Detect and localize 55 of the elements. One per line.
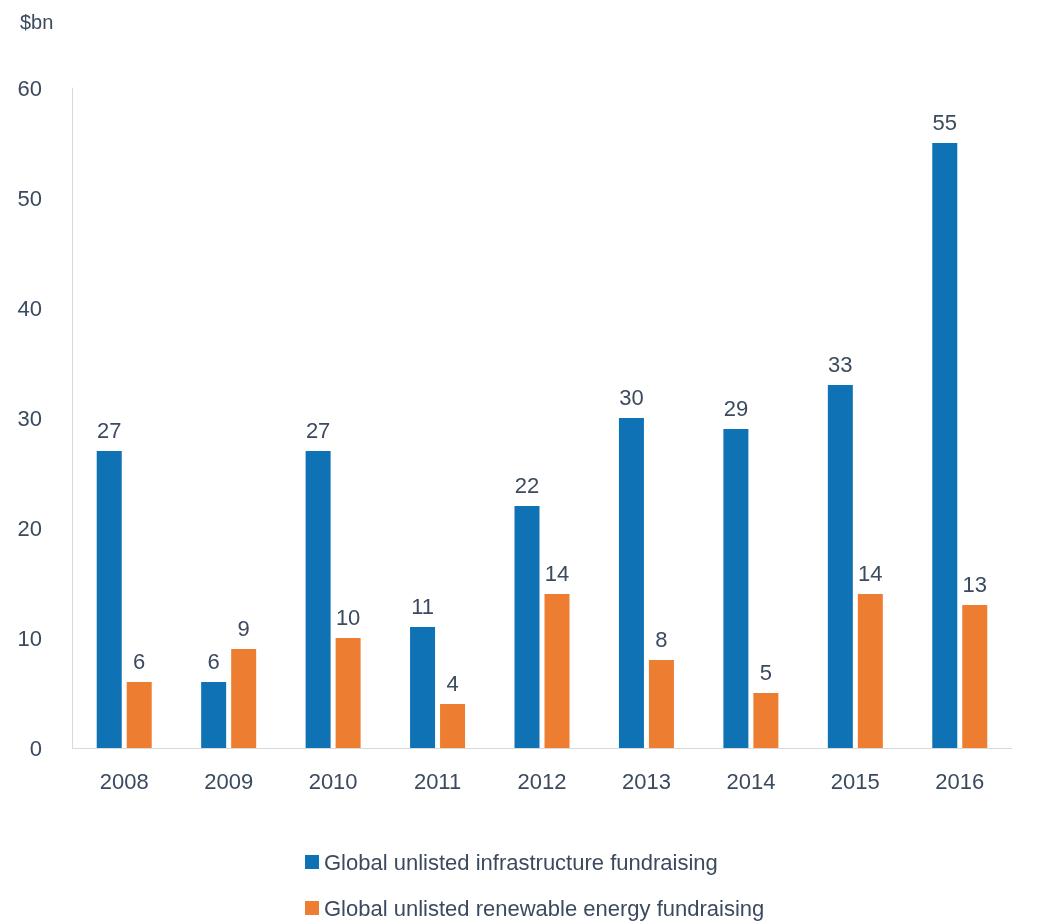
data-label: 5 — [759, 659, 773, 685]
bar — [410, 627, 436, 748]
bar — [827, 385, 853, 748]
bar — [723, 429, 749, 748]
data-label: 9 — [237, 615, 250, 641]
data-label: 27 — [96, 417, 122, 443]
bar — [201, 682, 227, 748]
x-tick-label: 2008 — [99, 768, 149, 794]
bar — [544, 594, 570, 748]
bar — [305, 451, 331, 748]
data-label: 29 — [723, 395, 749, 421]
bar — [335, 638, 361, 748]
bar — [962, 605, 988, 748]
y-tick-label: 30 — [17, 405, 42, 431]
y-tick-label: 10 — [17, 625, 42, 651]
data-label: 11 — [411, 593, 434, 619]
y-tick-label: 60 — [17, 75, 42, 101]
x-tick-label: 2012 — [517, 768, 567, 794]
bar — [440, 704, 466, 748]
y-axis-title: $bn — [20, 11, 54, 33]
y-tick-label: 0 — [29, 735, 42, 761]
y-tick-label: 20 — [17, 515, 42, 541]
bar — [514, 506, 540, 748]
data-label: 27 — [305, 417, 331, 443]
data-label: 6 — [133, 648, 146, 674]
data-label: 4 — [446, 670, 459, 696]
data-label: 30 — [619, 384, 644, 410]
x-tick-label: 2016 — [935, 768, 985, 794]
x-tick-label: 2014 — [726, 768, 776, 794]
data-label: 6 — [207, 648, 220, 674]
legend-label: Global unlisted renewable energy fundraising — [324, 895, 765, 921]
x-tick-label: 2010 — [308, 768, 358, 794]
x-tick-label: 2009 — [204, 768, 254, 794]
bar — [932, 143, 958, 748]
bar — [753, 693, 779, 748]
bar — [618, 418, 644, 748]
bar — [96, 451, 122, 748]
data-label: 13 — [962, 571, 988, 597]
legend-label: Global unlisted infrastructure fundraising — [324, 849, 718, 875]
data-label: 8 — [655, 626, 668, 652]
bar — [857, 594, 883, 748]
data-label: 55 — [932, 109, 958, 135]
data-label: 33 — [828, 351, 853, 377]
data-label: 10 — [335, 604, 361, 630]
x-tick-label: 2013 — [621, 768, 671, 794]
y-tick-label: 50 — [17, 185, 42, 211]
data-label: 14 — [544, 560, 570, 586]
x-tick-label: 2015 — [830, 768, 880, 794]
data-label: 14 — [858, 560, 883, 586]
x-tick-label: 2011 — [413, 768, 462, 794]
bar — [648, 660, 674, 748]
bar — [126, 682, 152, 748]
y-tick-label: 40 — [17, 295, 42, 321]
bar — [231, 649, 257, 748]
data-label: 22 — [514, 472, 540, 498]
